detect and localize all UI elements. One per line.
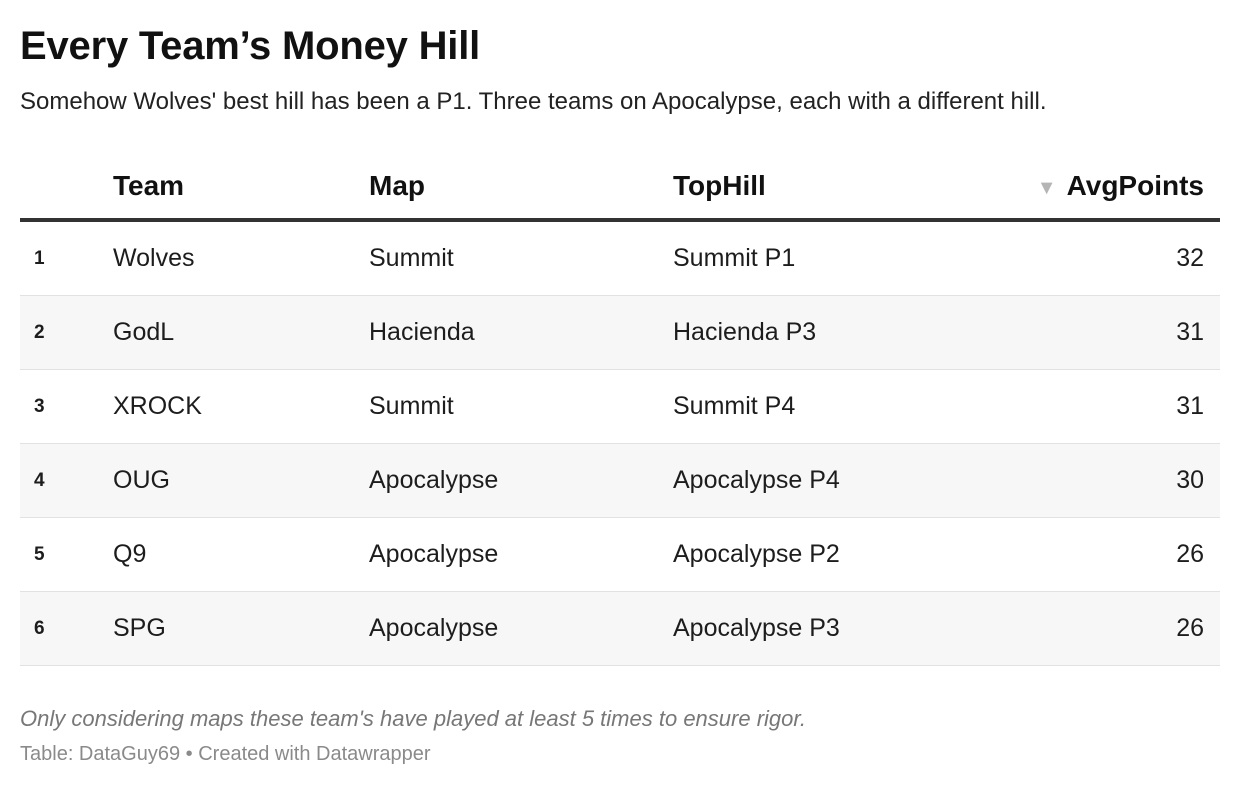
column-header-tophill[interactable]: TopHill bbox=[673, 154, 973, 222]
cell-tophill: Apocalypse P2 bbox=[673, 517, 973, 592]
cell-tophill: Hacienda P3 bbox=[673, 295, 973, 370]
cell-rank: 5 bbox=[20, 517, 113, 592]
table-row: 1 Wolves Summit Summit P1 32 bbox=[20, 220, 1220, 296]
cell-rank: 3 bbox=[20, 369, 113, 444]
cell-map: Apocalypse bbox=[369, 591, 673, 666]
cell-team: SPG bbox=[113, 591, 369, 666]
cell-team: Wolves bbox=[113, 220, 369, 296]
chart-source: Table: DataGuy69 • Created with Datawrap… bbox=[20, 743, 431, 765]
cell-team: OUG bbox=[113, 443, 369, 518]
cell-avgpoints: 31 bbox=[973, 369, 1220, 444]
data-table: Team Map TopHill ▼ AvgPoints 1 Wolves Summi… bbox=[20, 154, 1220, 666]
cell-map: Apocalypse bbox=[369, 443, 673, 518]
cell-rank: 1 bbox=[20, 220, 113, 296]
column-header-avgpoints[interactable]: ▼ AvgPoints bbox=[973, 154, 1220, 222]
cell-avgpoints: 32 bbox=[973, 220, 1220, 296]
cell-rank: 6 bbox=[20, 591, 113, 666]
cell-team: Q9 bbox=[113, 517, 369, 592]
cell-tophill: Apocalypse P3 bbox=[673, 591, 973, 666]
table-header-row: Team Map TopHill ▼ AvgPoints bbox=[20, 154, 1220, 222]
table-row: 4 OUG Apocalypse Apocalypse P4 30 bbox=[20, 443, 1220, 518]
cell-map: Hacienda bbox=[369, 295, 673, 370]
cell-tophill: Summit P4 bbox=[673, 369, 973, 444]
table-body: 1 Wolves Summit Summit P1 32 2 GodL Hacienda Hac… bbox=[20, 220, 1220, 666]
table-row: 5 Q9 Apocalypse Apocalypse P2 26 bbox=[20, 517, 1220, 592]
cell-avgpoints: 26 bbox=[973, 591, 1220, 666]
cell-rank: 4 bbox=[20, 443, 113, 518]
cell-avgpoints: 26 bbox=[973, 517, 1220, 592]
cell-map: Summit bbox=[369, 220, 673, 296]
column-header-rank bbox=[20, 154, 113, 222]
chart-container: Every Team’s Money Hill Somehow Wolves' … bbox=[20, 0, 1220, 768]
cell-map: Summit bbox=[369, 369, 673, 444]
sort-descending-icon: ▼ bbox=[1036, 177, 1057, 199]
chart-notes: Only considering maps these team's have … bbox=[20, 706, 807, 731]
chart-title: Every Team’s Money Hill bbox=[20, 24, 481, 68]
cell-team: XROCK bbox=[113, 369, 369, 444]
column-header-map[interactable]: Map bbox=[369, 154, 673, 222]
cell-team: GodL bbox=[113, 295, 369, 370]
cell-tophill: Summit P1 bbox=[673, 220, 973, 296]
table-row: 3 XROCK Summit Summit P4 31 bbox=[20, 369, 1220, 444]
cell-avgpoints: 30 bbox=[973, 443, 1220, 518]
table-row: 2 GodL Hacienda Hacienda P3 31 bbox=[20, 295, 1220, 370]
column-header-avgpoints-label: AvgPoints bbox=[1066, 170, 1204, 201]
column-header-team[interactable]: Team bbox=[113, 154, 369, 222]
chart-subtitle: Somehow Wolves' best hill has been a P1.… bbox=[20, 88, 1047, 115]
cell-avgpoints: 31 bbox=[973, 295, 1220, 370]
table-row: 6 SPG Apocalypse Apocalypse P3 26 bbox=[20, 591, 1220, 666]
cell-map: Apocalypse bbox=[369, 517, 673, 592]
cell-tophill: Apocalypse P4 bbox=[673, 443, 973, 518]
cell-rank: 2 bbox=[20, 295, 113, 370]
